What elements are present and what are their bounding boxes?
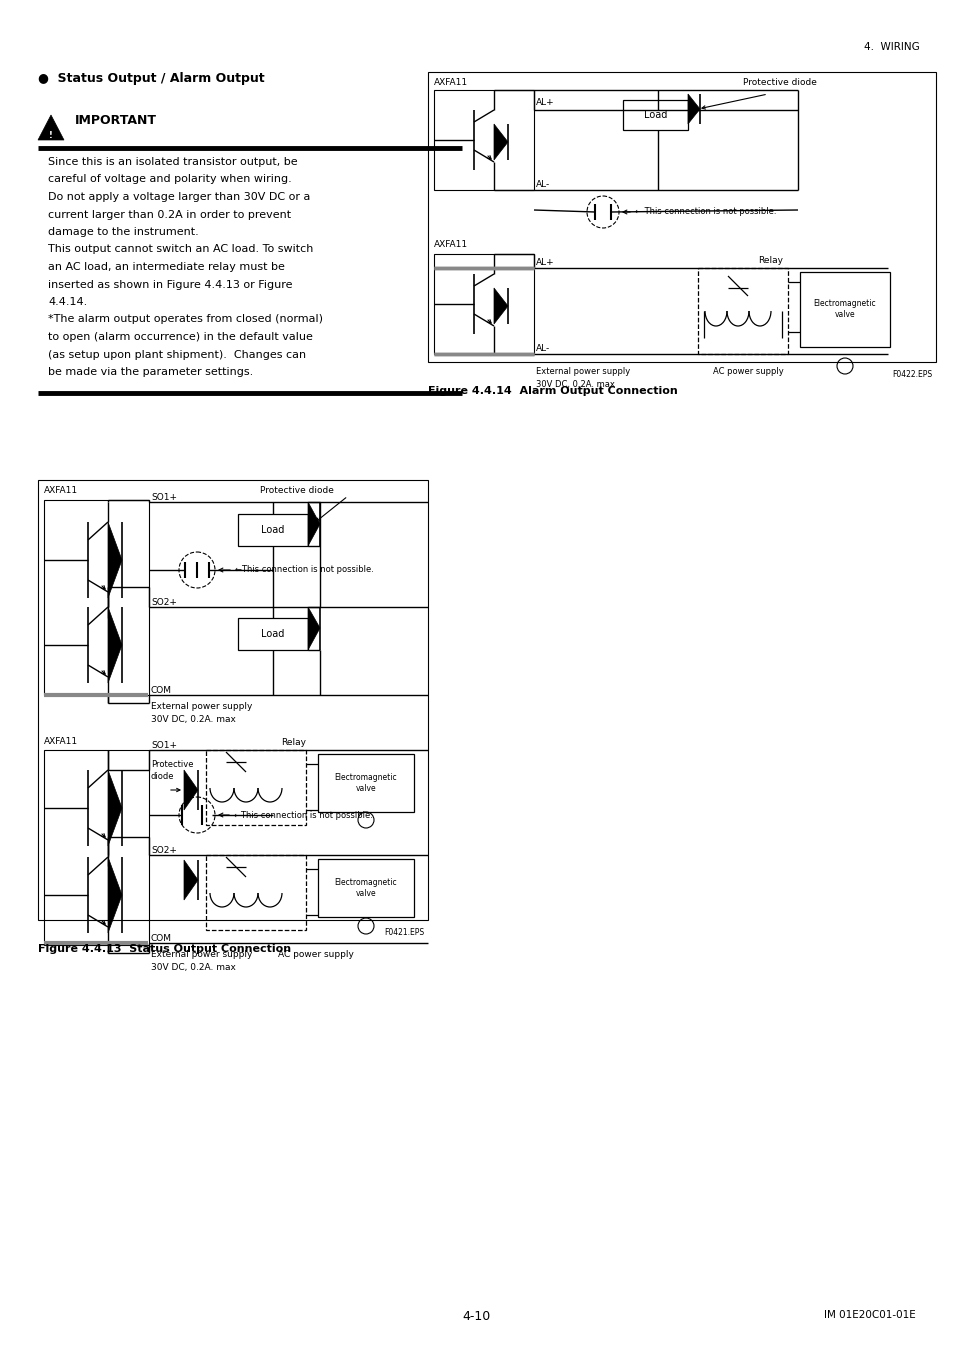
Text: Load: Load bbox=[261, 526, 284, 535]
Bar bbox=[237, 617, 308, 650]
Text: F0422.EPS: F0422.EPS bbox=[891, 370, 931, 380]
Text: IM 01E20C01-01E: IM 01E20C01-01E bbox=[823, 1310, 915, 1320]
Text: COM: COM bbox=[151, 686, 172, 694]
Text: SO1+: SO1+ bbox=[151, 740, 177, 750]
Text: AL+: AL+ bbox=[536, 258, 554, 267]
Text: External power supply: External power supply bbox=[151, 950, 253, 959]
Text: 30V DC, 0.2A. max: 30V DC, 0.2A. max bbox=[536, 380, 615, 389]
Text: COM: COM bbox=[151, 934, 172, 943]
Text: AC power supply: AC power supply bbox=[712, 367, 783, 376]
Text: AL-: AL- bbox=[536, 180, 550, 189]
Bar bbox=[44, 500, 149, 694]
Text: 30V DC, 0.2A. max: 30V DC, 0.2A. max bbox=[151, 963, 235, 971]
Text: Electromagnetic
valve: Electromagnetic valve bbox=[335, 878, 396, 897]
Bar bbox=[434, 91, 534, 190]
Text: AL+: AL+ bbox=[536, 99, 554, 107]
Polygon shape bbox=[308, 607, 319, 650]
Text: ●  Status Output / Alarm Output: ● Status Output / Alarm Output bbox=[38, 72, 264, 85]
Text: Relay: Relay bbox=[281, 738, 306, 747]
Polygon shape bbox=[108, 607, 122, 684]
Text: careful of voltage and polarity when wiring.: careful of voltage and polarity when wir… bbox=[48, 174, 292, 185]
Polygon shape bbox=[308, 503, 319, 546]
Text: an AC load, an intermediate relay must be: an AC load, an intermediate relay must b… bbox=[48, 262, 285, 272]
Text: inserted as shown in Figure 4.4.13 or Figure: inserted as shown in Figure 4.4.13 or Fi… bbox=[48, 280, 293, 289]
Text: 4.  WIRING: 4. WIRING bbox=[863, 42, 919, 51]
Text: Relay: Relay bbox=[758, 255, 782, 265]
Text: Do not apply a voltage larger than 30V DC or a: Do not apply a voltage larger than 30V D… bbox=[48, 192, 310, 203]
Text: Electromagnetic
valve: Electromagnetic valve bbox=[335, 773, 396, 793]
Polygon shape bbox=[494, 124, 507, 159]
Text: diode: diode bbox=[151, 771, 174, 781]
Text: to open (alarm occurrence) in the default value: to open (alarm occurrence) in the defaul… bbox=[48, 332, 313, 342]
Polygon shape bbox=[108, 521, 122, 598]
Text: This output cannot switch an AC load. To switch: This output cannot switch an AC load. To… bbox=[48, 245, 313, 254]
Bar bbox=[434, 254, 534, 354]
Text: IMPORTANT: IMPORTANT bbox=[75, 113, 157, 127]
Text: *The alarm output operates from closed (normal): *The alarm output operates from closed (… bbox=[48, 315, 323, 324]
Text: Load: Load bbox=[261, 630, 284, 639]
Polygon shape bbox=[184, 770, 198, 811]
Text: 4.4.14.: 4.4.14. bbox=[48, 297, 87, 307]
Text: 30V DC, 0.2A. max: 30V DC, 0.2A. max bbox=[151, 715, 235, 724]
Text: Protective: Protective bbox=[151, 761, 193, 769]
Text: Figure 4.4.13  Status Output Connection: Figure 4.4.13 Status Output Connection bbox=[38, 944, 291, 954]
Text: Load: Load bbox=[643, 109, 667, 120]
Text: External power supply: External power supply bbox=[536, 367, 630, 376]
Text: External power supply: External power supply bbox=[151, 703, 253, 711]
Bar bbox=[206, 750, 306, 825]
Text: ←This connection is not possible.: ←This connection is not possible. bbox=[233, 811, 373, 820]
Text: AL-: AL- bbox=[536, 345, 550, 353]
Bar bbox=[44, 750, 149, 944]
Text: AXFA11: AXFA11 bbox=[44, 738, 78, 746]
Text: current larger than 0.2A in order to prevent: current larger than 0.2A in order to pre… bbox=[48, 209, 291, 219]
Text: be made via the parameter settings.: be made via the parameter settings. bbox=[48, 367, 253, 377]
Polygon shape bbox=[38, 115, 64, 141]
Text: AXFA11: AXFA11 bbox=[434, 240, 468, 249]
Text: !: ! bbox=[49, 131, 52, 139]
Text: AXFA11: AXFA11 bbox=[434, 78, 468, 86]
Text: 4-10: 4-10 bbox=[462, 1310, 491, 1323]
Text: ←This connection is not possible.: ←This connection is not possible. bbox=[234, 566, 374, 574]
Text: AXFA11: AXFA11 bbox=[44, 486, 78, 494]
Polygon shape bbox=[108, 770, 122, 846]
Text: SO2+: SO2+ bbox=[151, 598, 176, 607]
Text: ← This connection is not possible.: ← This connection is not possible. bbox=[635, 208, 776, 216]
Text: SO2+: SO2+ bbox=[151, 846, 176, 855]
Polygon shape bbox=[494, 288, 507, 324]
Polygon shape bbox=[184, 861, 198, 900]
Text: damage to the instrument.: damage to the instrument. bbox=[48, 227, 198, 236]
Bar bbox=[317, 754, 414, 812]
Polygon shape bbox=[687, 95, 700, 124]
Bar bbox=[206, 855, 306, 929]
Text: Since this is an isolated transistor output, be: Since this is an isolated transistor out… bbox=[48, 157, 297, 168]
Text: AC power supply: AC power supply bbox=[277, 950, 354, 959]
Text: F0421.EPS: F0421.EPS bbox=[383, 928, 423, 938]
Text: Electromagnetic
valve: Electromagnetic valve bbox=[813, 300, 876, 319]
Bar bbox=[38, 480, 428, 920]
Polygon shape bbox=[108, 857, 122, 934]
Bar bbox=[800, 272, 889, 347]
Bar bbox=[622, 100, 687, 130]
Bar bbox=[428, 72, 935, 362]
Text: SO1+: SO1+ bbox=[151, 493, 177, 503]
Bar bbox=[237, 513, 308, 546]
Text: Figure 4.4.14  Alarm Output Connection: Figure 4.4.14 Alarm Output Connection bbox=[428, 386, 677, 396]
Text: (as setup upon plant shipment).  Changes can: (as setup upon plant shipment). Changes … bbox=[48, 350, 306, 359]
Bar bbox=[317, 859, 414, 917]
Bar bbox=[698, 267, 787, 354]
Text: Protective diode: Protective diode bbox=[742, 78, 816, 86]
Text: Protective diode: Protective diode bbox=[260, 486, 334, 494]
